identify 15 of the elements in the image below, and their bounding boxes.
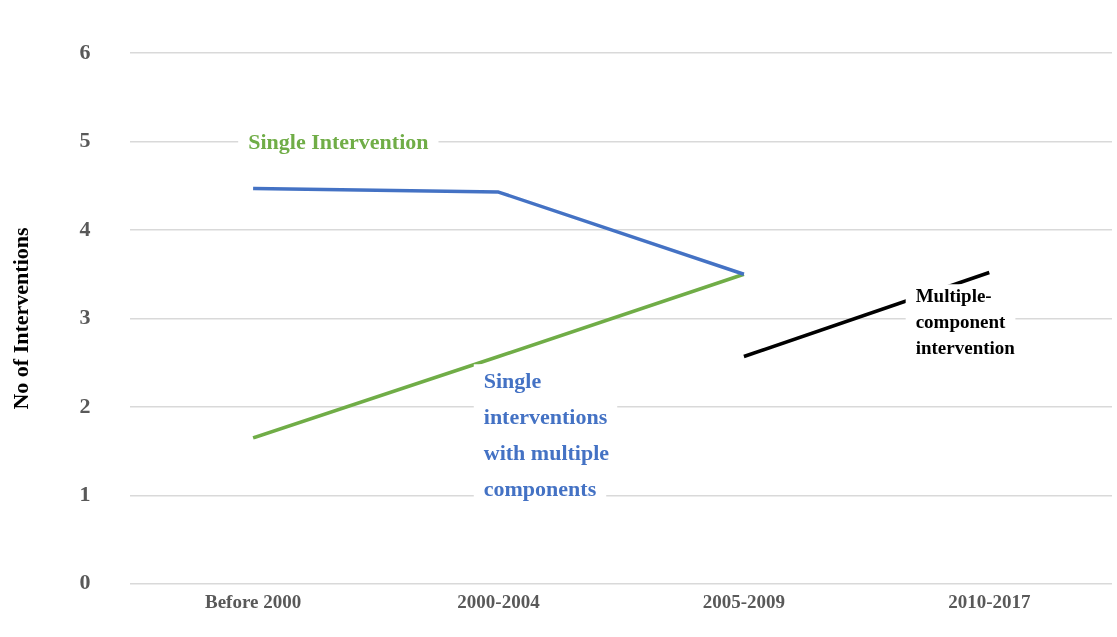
- x-tick-label: 2005-2009: [702, 591, 786, 613]
- y-tick-label: 1: [79, 481, 91, 507]
- text: Single interventions with multiple components: [483, 367, 610, 501]
- y-tick-label: 6: [79, 38, 91, 64]
- y-tick-label: 0: [79, 569, 91, 595]
- x-tick-label: 2010-2017: [948, 591, 1031, 613]
- y-tick-label: 5: [79, 127, 91, 153]
- x-tick-label: 2000-2004: [457, 591, 541, 613]
- y-tick-label: 2: [79, 392, 91, 418]
- y-tick-label: 4: [79, 215, 91, 241]
- x-tick-label: Before 2000: [204, 591, 302, 613]
- series-label: Multiple-component intervention: [915, 285, 1016, 359]
- text: Single Intervention: [248, 129, 429, 155]
- y-tick-label: 3: [79, 304, 91, 330]
- y-axis-title: No of Interventions: [7, 227, 33, 410]
